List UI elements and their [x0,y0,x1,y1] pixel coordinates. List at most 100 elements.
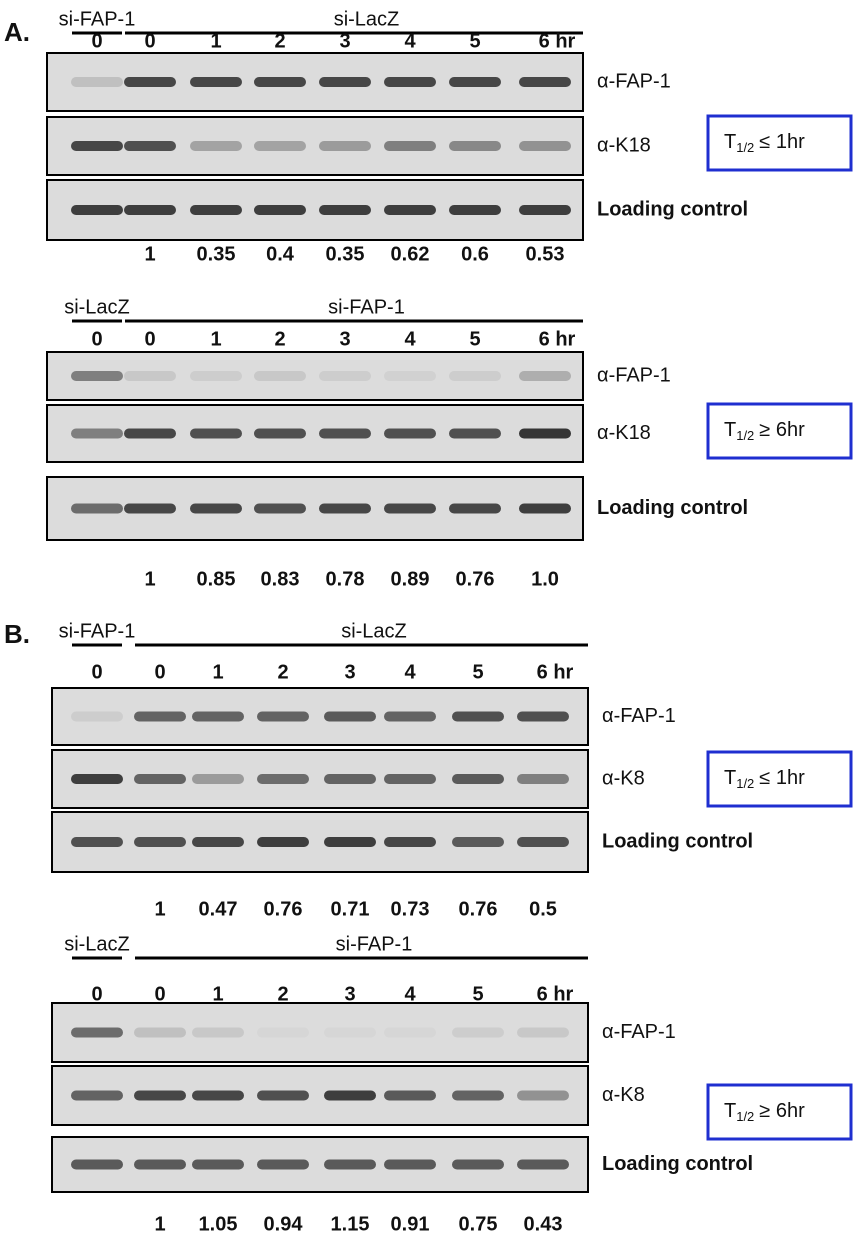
band [192,1027,244,1038]
half-life-symbol: T [724,1100,736,1122]
quantification: 1 [154,1213,165,1235]
band [519,141,571,151]
half-life: T1/2 ≥ 6hr [724,419,805,443]
treatment-label: si-LacZ [334,8,400,30]
band [134,711,186,722]
half-life-box [706,402,853,460]
band [384,428,436,439]
lane-label: 3 [344,661,355,683]
band [384,774,436,784]
band [517,837,569,847]
lane-label: 3 [339,328,350,350]
band [519,205,571,215]
quantification: 1.05 [199,1213,238,1235]
band [124,77,176,87]
band [71,837,123,847]
band [384,711,436,722]
lane-label: 2 [274,30,285,52]
band [192,1159,244,1170]
band [517,774,569,784]
band [254,77,306,87]
band [257,774,309,784]
treatment-label: si-FAP-1 [336,933,413,955]
band [71,371,123,381]
quantification: 0.91 [391,1213,430,1235]
quantification: 1 [144,568,155,590]
band [257,1028,309,1038]
lane-label: 4 [404,30,416,52]
quantification: 1 [154,898,165,920]
quantification: 1 [144,243,155,265]
band [124,503,176,514]
band [71,774,123,784]
row-label: α-K18 [597,134,651,156]
band [449,428,501,439]
quantification: 0.76 [459,898,498,920]
quantification: 0.47 [199,898,238,920]
half-life-text: ≤ 1hr [759,767,805,789]
band [517,1090,569,1101]
band [449,205,501,215]
half-life: T1/2 ≤ 1hr [724,131,805,155]
row-label: α-FAP-1 [602,1021,676,1043]
lane-label: 5 [469,328,480,350]
control-label: si-LacZ [64,933,130,955]
band [71,503,123,514]
quantification: 0.35 [197,243,236,265]
band [384,371,436,381]
band [319,205,371,215]
panel-label: A. [4,17,30,47]
control-label: si-FAP-1 [59,620,136,642]
row-label: α-FAP-1 [597,364,671,386]
band [324,711,376,722]
band [384,837,436,847]
band [190,371,242,381]
band [517,1159,569,1170]
band [319,503,371,514]
band [324,1028,376,1038]
quantification: 0.35 [326,243,365,265]
band [71,1159,123,1170]
quantification: 0.6 [461,243,489,265]
quantification: 0.76 [264,898,303,920]
band [71,141,123,151]
half-life-sub: 1/2 [736,1109,754,1124]
band [134,774,186,784]
lane-label: 2 [277,661,288,683]
quantification: 1.0 [531,568,559,590]
half-life-box [706,1083,853,1141]
lane-label: 1 [212,983,223,1005]
lane-label: 6 hr [539,30,576,52]
row-label: α-K8 [602,1084,645,1106]
band [384,1159,436,1170]
band [254,371,306,381]
lane-label: 4 [404,328,416,350]
treatment-label: si-LacZ [341,620,407,642]
control-label: si-FAP-1 [59,8,136,30]
row-label: Loading control [597,497,748,519]
band [384,205,436,215]
band [71,711,123,722]
lane-label: 1 [210,328,221,350]
quantification: 0.53 [526,243,565,265]
lane-label: 0 [91,328,102,350]
lane-label: 0 [91,30,102,52]
quantification: 0.43 [524,1213,563,1235]
band [190,77,242,87]
band [384,141,436,151]
half-life-sub: 1/2 [736,140,754,155]
band [190,205,242,215]
quantification: 0.94 [264,1213,304,1235]
lane-label: 5 [469,30,480,52]
half-life-box [706,114,853,172]
band [449,141,501,151]
band [124,205,176,215]
band [319,371,371,381]
band [517,1027,569,1038]
half-life-symbol: T [724,767,736,789]
band [192,837,244,847]
lane-label: 0 [154,661,165,683]
lane-label: 1 [210,30,221,52]
band [124,371,176,381]
